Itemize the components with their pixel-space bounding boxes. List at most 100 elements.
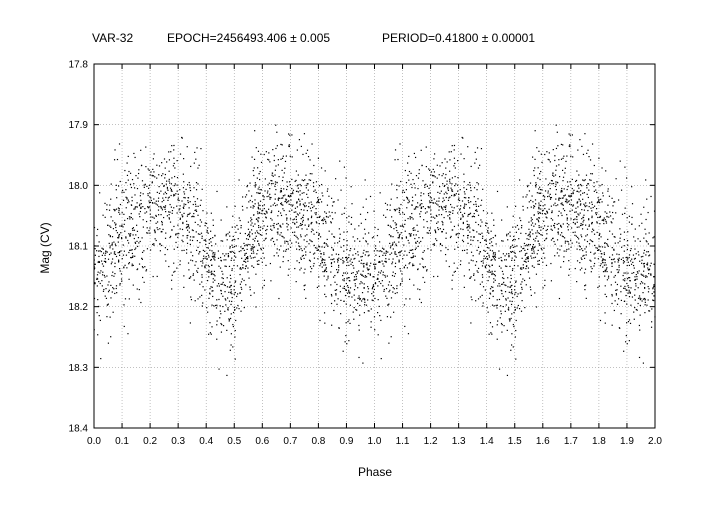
- data-point: [280, 214, 283, 217]
- data-point: [248, 233, 250, 235]
- data-point: [100, 251, 102, 253]
- data-point: [484, 257, 487, 259]
- data-point: [607, 277, 610, 279]
- data-point: [550, 225, 552, 227]
- data-point: [278, 297, 280, 300]
- data-point: [128, 233, 130, 235]
- data-point: [142, 193, 144, 195]
- data-point: [629, 322, 632, 325]
- data-point: [166, 248, 169, 251]
- data-point: [166, 188, 169, 190]
- data-point: [337, 259, 339, 261]
- data-point: [367, 251, 369, 253]
- data-point: [254, 223, 256, 225]
- data-point: [470, 201, 472, 203]
- data-point: [396, 208, 398, 210]
- data-point: [584, 268, 587, 270]
- data-point: [118, 211, 120, 213]
- data-point: [525, 232, 527, 235]
- data-point: [376, 250, 378, 252]
- data-point: [227, 233, 229, 235]
- data-point: [173, 185, 175, 187]
- data-point: [648, 310, 650, 312]
- data-point: [232, 311, 235, 314]
- data-point: [309, 179, 312, 181]
- data-point: [435, 214, 437, 217]
- data-point: [652, 237, 654, 239]
- data-point: [364, 179, 366, 181]
- data-point: [156, 177, 158, 179]
- data-point: [576, 221, 578, 223]
- data-point: [452, 229, 454, 231]
- data-point: [262, 247, 265, 249]
- data-point: [557, 204, 559, 206]
- data-point: [189, 201, 191, 203]
- data-point: [576, 226, 578, 228]
- data-point: [574, 223, 576, 225]
- data-point: [419, 216, 421, 218]
- data-point: [197, 214, 199, 216]
- data-point: [617, 298, 620, 300]
- data-point: [380, 319, 382, 322]
- data-point: [509, 300, 511, 302]
- data-point: [643, 249, 646, 251]
- data-point: [282, 197, 284, 199]
- data-point: [572, 205, 574, 207]
- data-point: [350, 263, 352, 265]
- data-point: [172, 195, 175, 197]
- data-point: [469, 212, 472, 214]
- data-point: [285, 248, 287, 251]
- data-point: [557, 233, 559, 235]
- data-point: [121, 238, 123, 240]
- data-point: [515, 329, 517, 332]
- data-point: [553, 225, 555, 227]
- data-point: [314, 212, 316, 214]
- data-point: [476, 270, 478, 272]
- data-point: [247, 243, 249, 246]
- data-point: [402, 189, 404, 191]
- data-point: [278, 249, 281, 251]
- data-point: [369, 274, 371, 276]
- data-point: [652, 299, 654, 301]
- data-point: [470, 165, 472, 168]
- data-point: [377, 334, 379, 336]
- data-point: [623, 231, 626, 233]
- data-point: [163, 216, 165, 219]
- data-point: [122, 189, 124, 191]
- data-point: [546, 228, 548, 231]
- data-point: [374, 329, 376, 331]
- data-point: [258, 259, 260, 262]
- data-point: [310, 210, 312, 212]
- data-point: [128, 201, 130, 203]
- data-point: [218, 298, 220, 301]
- data-point: [149, 213, 151, 215]
- data-point: [512, 268, 514, 270]
- data-point: [457, 224, 459, 226]
- data-point: [610, 284, 612, 286]
- data-point: [187, 200, 189, 202]
- data-point: [460, 218, 462, 221]
- data-point: [511, 259, 513, 261]
- data-point: [492, 290, 495, 292]
- data-point: [296, 226, 298, 228]
- data-point: [104, 258, 106, 260]
- data-point: [204, 267, 206, 269]
- data-point: [398, 241, 400, 243]
- data-point: [331, 254, 333, 256]
- data-point: [316, 201, 319, 203]
- data-point: [99, 282, 101, 285]
- data-point: [245, 265, 247, 268]
- data-point: [538, 217, 541, 219]
- data-point: [429, 169, 431, 171]
- data-point: [323, 246, 326, 248]
- data-point: [324, 219, 326, 221]
- data-point: [333, 309, 335, 312]
- data-point: [196, 147, 198, 149]
- data-point: [247, 256, 249, 258]
- data-point: [554, 227, 556, 229]
- data-point: [156, 204, 159, 206]
- data-point: [218, 285, 220, 287]
- data-point: [387, 304, 389, 306]
- data-point: [159, 228, 161, 230]
- data-point: [210, 259, 212, 261]
